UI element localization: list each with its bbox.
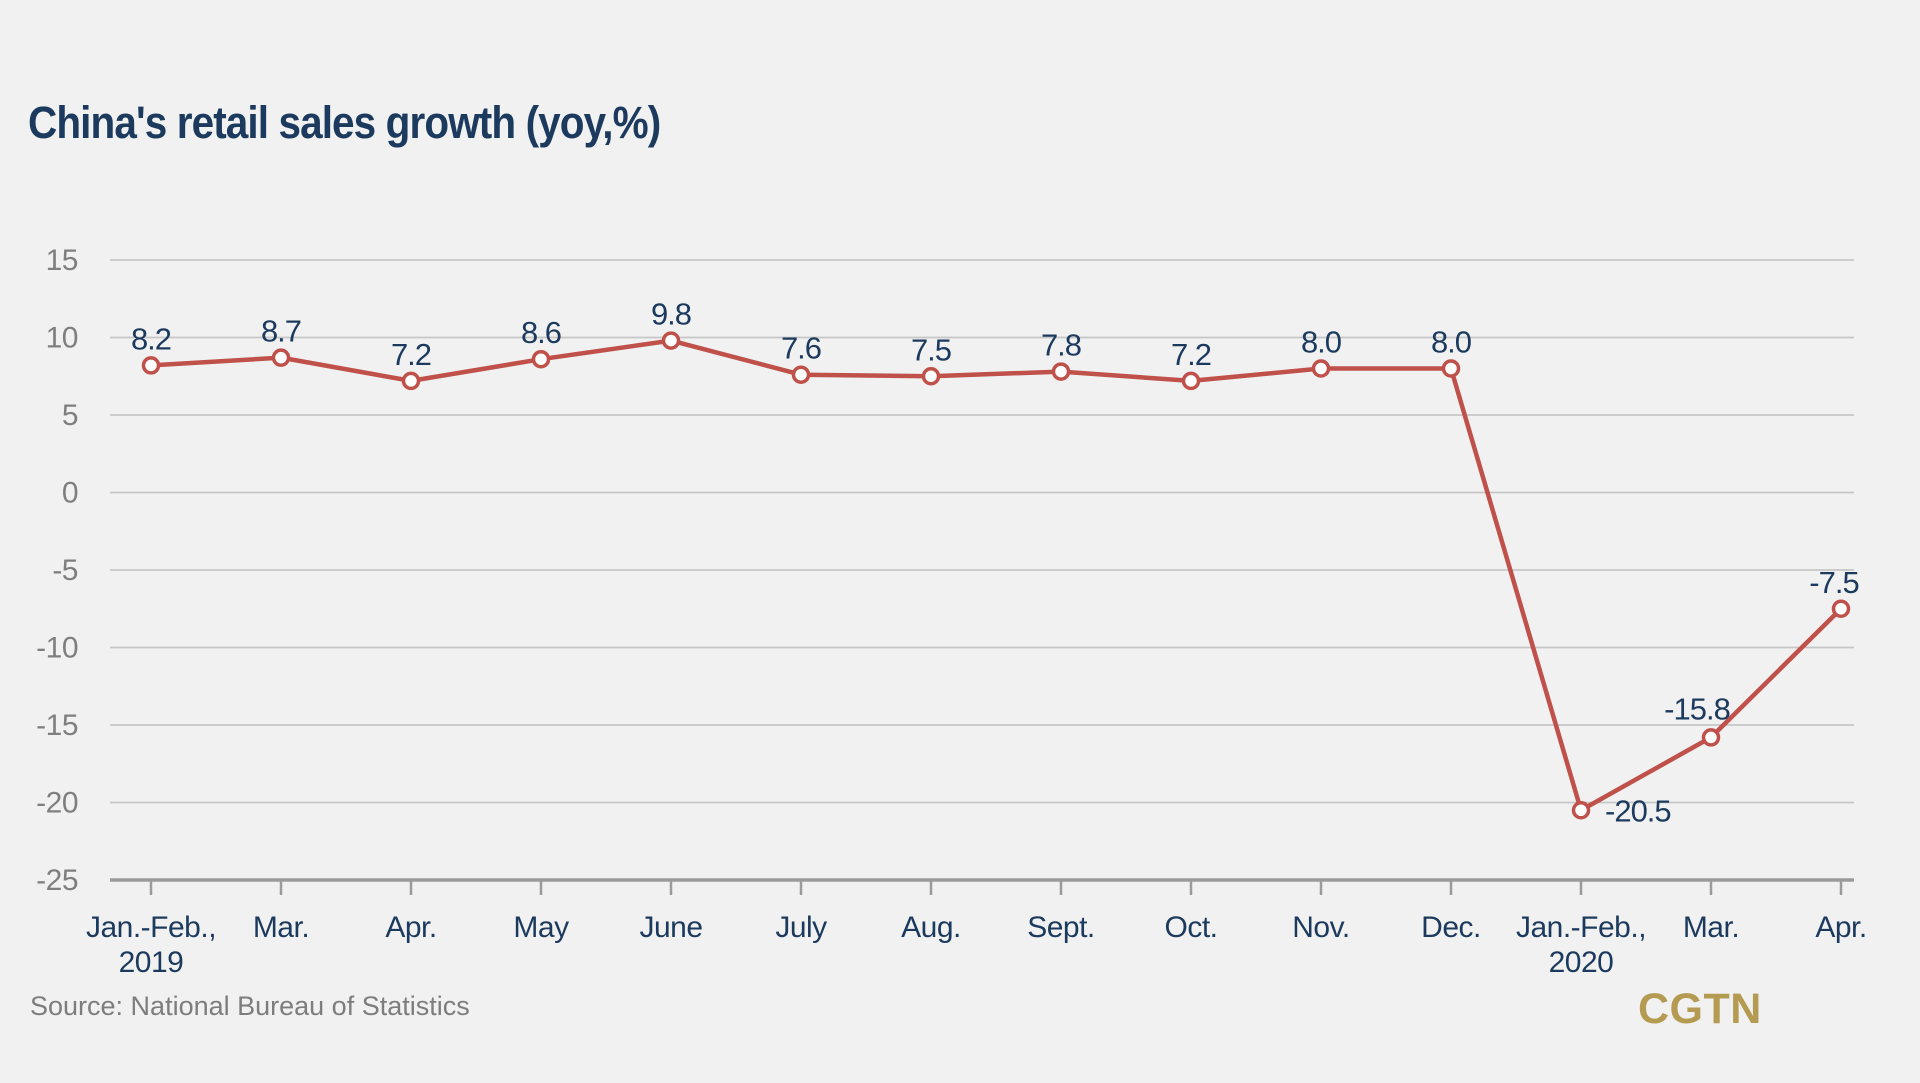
- x-axis-category-label: Dec.: [1421, 911, 1481, 944]
- data-point-marker: [1311, 359, 1331, 378]
- y-axis-tick-label: -5: [52, 554, 78, 587]
- x-axis-category-label: 2020: [1549, 946, 1614, 979]
- data-point-marker: [401, 371, 421, 391]
- data-point-label: 8.0: [1431, 325, 1472, 360]
- y-axis-tick-label: 15: [46, 244, 78, 277]
- data-point-label: -7.5: [1809, 565, 1858, 600]
- data-point-marker: [271, 348, 291, 367]
- source-note: Source: National Bureau of Statistics: [30, 991, 470, 1021]
- data-point-marker: [661, 331, 681, 350]
- y-axis-tick-label: -20: [36, 787, 78, 820]
- data-point-marker: [141, 356, 161, 375]
- x-axis-category-label: Apr.: [385, 911, 436, 944]
- data-point-marker: [921, 367, 941, 386]
- x-axis-category-label: Jan.-Feb.,: [86, 911, 216, 944]
- x-axis-category-label: Nov.: [1292, 911, 1349, 944]
- data-line: [148, 338, 1844, 813]
- chart-title: China's retail sales growth (yoy,%): [28, 97, 661, 148]
- y-axis-tick-label: 5: [62, 399, 78, 432]
- data-point-label: 8.2: [131, 321, 171, 356]
- data-point-label: -20.5: [1605, 793, 1671, 828]
- x-axis-category-label: Mar.: [1683, 911, 1739, 944]
- data-point-label: 7.2: [1171, 337, 1211, 372]
- x-axis-category-label: 2019: [119, 946, 184, 979]
- y-axis-tick-label: -25: [36, 864, 78, 897]
- x-axis-category-label: June: [639, 911, 702, 944]
- x-axis-category-label: Jan.-Feb.,: [1516, 911, 1646, 944]
- data-point-label: 8.6: [521, 315, 561, 350]
- data-point-marker: [791, 365, 811, 384]
- data-point-label: 7.6: [781, 331, 821, 366]
- data-point-label: 9.8: [651, 297, 691, 332]
- y-axis-tick-label: 0: [62, 477, 78, 510]
- data-point-label: 8.0: [1301, 325, 1342, 360]
- x-axis-category-label: Apr.: [1815, 911, 1866, 944]
- data-point-label: -15.8: [1664, 691, 1730, 726]
- data-point-label: 7.5: [911, 332, 951, 367]
- data-point-label: 8.7: [261, 314, 301, 349]
- x-axis-category-label: Sept.: [1027, 911, 1095, 944]
- data-point-marker: [1441, 359, 1461, 378]
- x-axis-category-label: Mar.: [253, 911, 309, 944]
- data-point-marker: [531, 349, 551, 369]
- y-axis-tick-label: 10: [46, 322, 78, 355]
- x-axis-category-label: July: [775, 911, 827, 944]
- x-axis-category-label: Aug.: [901, 911, 961, 944]
- data-point-marker: [1181, 371, 1201, 391]
- cgtn-logo: CGTN: [1638, 985, 1762, 1033]
- data-point-label: 7.8: [1041, 328, 1081, 363]
- y-axis-tick-label: -15: [36, 709, 78, 742]
- data-point-marker: [1571, 801, 1591, 820]
- data-point-marker: [1831, 599, 1851, 618]
- x-axis-category-label: Oct.: [1164, 911, 1217, 944]
- y-axis-tick-label: -10: [36, 632, 78, 665]
- data-point-marker: [1051, 362, 1071, 381]
- data-point-label: 7.2: [391, 337, 431, 372]
- x-axis-category-label: May: [513, 911, 569, 944]
- data-point-marker: [1701, 728, 1721, 747]
